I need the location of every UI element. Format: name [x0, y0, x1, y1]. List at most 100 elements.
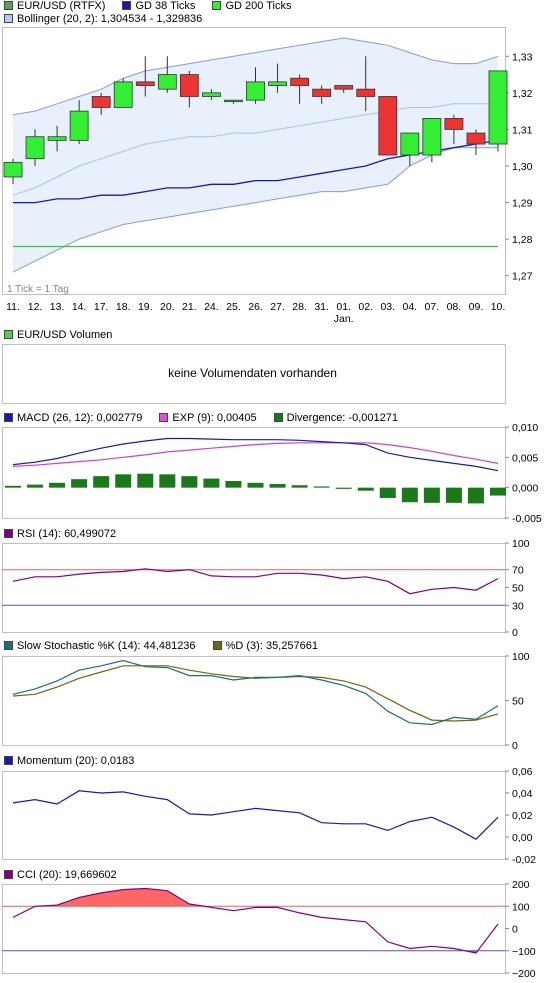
- bollinger-upper-line: [12, 37, 499, 116]
- main-ytick-label: 1,29: [512, 198, 533, 210]
- candle-body: [290, 77, 309, 86]
- legend-stoch-k-label: Slow Stochastic %K (14): 44,481236: [17, 640, 196, 652]
- macd-ytick-label: 0,000: [512, 483, 538, 495]
- divergence-bar: [225, 480, 242, 488]
- candle-body: [444, 118, 464, 130]
- momentum-ytick-label: -0,02: [512, 854, 536, 866]
- x-tick-label: 28.: [292, 301, 307, 313]
- candle-body: [3, 161, 23, 178]
- x-tick-label: 07.: [425, 301, 440, 313]
- x-tick-label: 14.: [72, 301, 87, 313]
- x-tick-label: 19.: [138, 301, 153, 313]
- x-tick-label: 03.: [380, 301, 395, 313]
- volume-message: keine Volumendaten vorhanden: [168, 366, 337, 380]
- divergence-bar: [247, 482, 264, 488]
- rsi-ytick-label: 30: [512, 600, 524, 612]
- momentum-ytick-label: 0,06: [512, 766, 533, 778]
- divergence-bar: [291, 485, 308, 488]
- candle-body: [91, 96, 111, 108]
- candle-body: [69, 110, 89, 141]
- main-ytick-label: 1,30: [512, 161, 533, 173]
- divergence-bar: [335, 487, 352, 489]
- legend-swatch: [4, 529, 13, 538]
- momentum-line: [12, 790, 499, 840]
- main-ytick-label: 1,33: [512, 51, 533, 63]
- main-ytick-label: 1,31: [512, 124, 533, 136]
- x-tick-label: 10.: [491, 301, 506, 313]
- candle-body: [135, 81, 155, 86]
- x-tick-label: 12.: [28, 301, 43, 313]
- x-tick-label: 02.: [358, 301, 373, 313]
- cci-overbought-fill: [35, 888, 205, 907]
- cci-ytick-label: 0: [512, 924, 518, 936]
- momentum-panel: [2, 771, 506, 860]
- x-tick-label: 09.: [469, 301, 484, 313]
- x-tick-label: 17.: [94, 301, 109, 313]
- x-tick-label: 13.: [50, 301, 65, 313]
- candle-body: [179, 74, 199, 97]
- legend-swatch: [4, 756, 13, 765]
- legend-gd200: GD 200 Ticks: [208, 0, 291, 13]
- divergence-bar: [379, 487, 396, 498]
- candle-body: [224, 99, 243, 103]
- legend-gd200-label: GD 200 Ticks: [225, 0, 292, 12]
- divergence-bar: [5, 485, 21, 488]
- candle-body: [488, 70, 508, 145]
- momentum-legend: Momentum (20): 0,0183: [0, 755, 545, 768]
- divergence-bar: [203, 478, 220, 488]
- divergence-bar: [269, 484, 286, 488]
- tick-note: 1 Tick = 1 Tag: [7, 284, 69, 295]
- stoch-panel: [2, 656, 506, 746]
- legend-swatch: [4, 14, 13, 23]
- cci-line: [12, 887, 499, 954]
- candle-body: [202, 92, 221, 97]
- candle-body: [422, 118, 442, 156]
- legend-swatch: [273, 413, 283, 422]
- legend-swatch: [4, 413, 13, 422]
- volume-panel: [2, 344, 506, 404]
- x-tick-label: 18.: [116, 301, 131, 313]
- legend-swatch: [4, 641, 13, 650]
- rsi-legend: RSI (14): 60,499072: [0, 528, 545, 541]
- x-tick-label: 24.: [204, 301, 219, 313]
- x-tick-label: 26.: [248, 301, 263, 313]
- legend-swatch: [4, 870, 13, 879]
- legend-eurusd-label: EUR/USD (RTFX): [17, 0, 106, 12]
- cci-legend: CCI (20): 19,669602: [0, 869, 545, 882]
- momentum-ytick-label: 0,00: [512, 832, 533, 844]
- cci-ytick-label: −200: [512, 968, 536, 980]
- legend-eurusd: EUR/USD (RTFX): [0, 0, 105, 13]
- x-tick-label: 11.: [6, 301, 20, 313]
- macd-ytick-label: 0,010: [512, 422, 538, 434]
- legend-exp-label: EXP (9): 0,00405: [172, 412, 257, 424]
- macd-line: [12, 437, 499, 472]
- legend-macd-label: MACD (26, 12): 0,002779: [17, 412, 143, 424]
- candle-body: [113, 81, 133, 108]
- divergence-bar: [181, 476, 198, 488]
- candle-body: [268, 81, 287, 86]
- x-tick-label: 21.: [182, 301, 197, 313]
- divergence-bar: [445, 487, 462, 503]
- x-tick-label: 31.: [314, 301, 329, 313]
- legend-swatch: [122, 1, 132, 10]
- candle-body: [334, 85, 354, 90]
- x-tick-label: 20.: [160, 301, 175, 313]
- legend-swatch: [4, 330, 13, 339]
- macd-panel: [2, 427, 506, 519]
- divergence-bar: [490, 487, 506, 496]
- macd-legend: MACD (26, 12): 0,002779 EXP (9): 0,00405…: [0, 412, 545, 425]
- stoch-ytick-label: 0: [512, 740, 518, 752]
- legend-swatch: [4, 1, 13, 10]
- candle-body: [378, 96, 398, 156]
- x-tick-label: 27.: [270, 301, 285, 313]
- stoch-ytick-label: 50: [512, 696, 524, 708]
- cci-ytick-label: 100: [512, 901, 530, 913]
- stoch-d-line: [12, 665, 499, 722]
- main-ytick-label: 1,28: [512, 234, 533, 246]
- divergence-bar: [313, 486, 330, 488]
- x-tick-label: 08.: [447, 301, 462, 313]
- divergence-bar: [159, 474, 176, 488]
- stoch-k-line: [12, 659, 499, 726]
- rsi-ytick-label: 0: [512, 627, 518, 639]
